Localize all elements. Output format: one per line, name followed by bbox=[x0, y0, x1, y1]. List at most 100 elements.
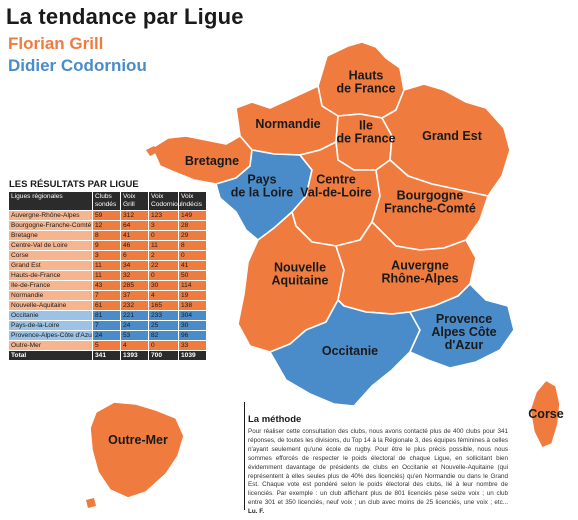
cell-codorniou: 165 bbox=[148, 300, 179, 311]
cell-ligue: Occitanie bbox=[8, 310, 93, 321]
region-label-outre-mer: Outre-Mer bbox=[108, 433, 168, 447]
cell-codorniou: 233 bbox=[148, 310, 179, 321]
cell-clubs: 12 bbox=[92, 220, 121, 231]
cell-ligue: Outre-Mer bbox=[8, 340, 93, 351]
cell-clubs: 8 bbox=[92, 230, 121, 241]
cell-clubs: 341 bbox=[92, 350, 121, 361]
table-row: Centre-Val de Loire 9 46 11 8 bbox=[8, 240, 207, 251]
cell-codorniou: 700 bbox=[148, 350, 179, 361]
cell-grill: 37 bbox=[120, 290, 149, 301]
table-row: Total 341 1393 700 1039 bbox=[8, 350, 207, 361]
table-row: Ile-de-France 43 285 30 114 bbox=[8, 280, 207, 291]
region-label-ile-de-france: Ile de France bbox=[336, 119, 395, 146]
cell-clubs: 61 bbox=[92, 300, 121, 311]
region-label-pays-de-la-loire: Pays de la Loire bbox=[231, 173, 294, 200]
region-label-hauts-de-france: Hauts de France bbox=[336, 69, 395, 96]
cell-indecis: 19 bbox=[178, 290, 207, 301]
cell-ligue: Corse bbox=[8, 250, 93, 261]
table-title: LES RÉSULTATS PAR LIGUE bbox=[9, 179, 139, 190]
col-header: Clubs sondés bbox=[92, 191, 121, 211]
cell-grill: 221 bbox=[120, 310, 149, 321]
cell-codorniou: 0 bbox=[148, 230, 179, 241]
cell-clubs: 3 bbox=[92, 250, 121, 261]
results-table: Ligues régionales Clubs sondés Voix Gril… bbox=[8, 191, 207, 361]
cell-indecis: 41 bbox=[178, 260, 207, 271]
cell-codorniou: 22 bbox=[148, 260, 179, 271]
cell-ligue: Hauts-de-France bbox=[8, 270, 93, 281]
cell-clubs: 81 bbox=[92, 310, 121, 321]
region-corse[interactable] bbox=[529, 379, 561, 449]
cell-indecis: 304 bbox=[178, 310, 207, 321]
cell-indecis: 96 bbox=[178, 330, 207, 341]
cell-clubs: 43 bbox=[92, 280, 121, 291]
cell-codorniou: 82 bbox=[148, 330, 179, 341]
cell-ligue: Bretagne bbox=[8, 230, 93, 241]
island-decoration bbox=[86, 498, 96, 508]
table-row: Occitanie 81 221 233 304 bbox=[8, 310, 207, 321]
cell-indecis: 114 bbox=[178, 280, 207, 291]
cell-grill: 1393 bbox=[120, 350, 149, 361]
cell-clubs: 11 bbox=[92, 260, 121, 271]
cell-indecis: 8 bbox=[178, 240, 207, 251]
table-row: Hauts-de-France 11 32 0 50 bbox=[8, 270, 207, 281]
region-label-occitanie: Occitanie bbox=[322, 344, 378, 358]
table-row: Normandie 7 37 4 19 bbox=[8, 290, 207, 301]
col-header: Voix Indécis bbox=[178, 191, 207, 211]
table-row: Outre-Mer 5 4 0 33 bbox=[8, 340, 207, 351]
region-label-bourgogne-franche-comte: Bourgogne Franche-Comté bbox=[384, 189, 476, 216]
cell-indecis: 50 bbox=[178, 270, 207, 281]
cell-codorniou: 4 bbox=[148, 290, 179, 301]
cell-indecis: 29 bbox=[178, 230, 207, 241]
cell-codorniou: 123 bbox=[148, 210, 179, 221]
methode-title: La méthode bbox=[248, 414, 302, 425]
region-label-normandie: Normandie bbox=[255, 117, 320, 131]
table-row: Provence-Alpes-Côte d'Azur 24 53 82 96 bbox=[8, 330, 207, 341]
cell-grill: 64 bbox=[120, 220, 149, 231]
cell-ligue: Auvergne-Rhône-Alpes bbox=[8, 210, 93, 221]
cell-indecis: 30 bbox=[178, 320, 207, 331]
cell-indecis: 28 bbox=[178, 220, 207, 231]
cell-ligue: Pays-de-la-Loire bbox=[8, 320, 93, 331]
cell-codorniou: 0 bbox=[148, 270, 179, 281]
methode-box: La méthode Pour réaliser cette consultat… bbox=[248, 406, 508, 517]
col-header: Voix Codorniou bbox=[148, 191, 181, 211]
cell-clubs: 11 bbox=[92, 270, 121, 281]
region-paca[interactable] bbox=[409, 283, 515, 369]
methode-text: Pour réaliser cette consultation des clu… bbox=[248, 428, 508, 517]
cell-clubs: 9 bbox=[92, 240, 121, 251]
island-decoration bbox=[146, 146, 158, 156]
cell-indecis: 0 bbox=[178, 250, 207, 261]
cell-grill: 312 bbox=[120, 210, 149, 221]
cell-grill: 46 bbox=[120, 240, 149, 251]
region-label-grand-est: Grand Est bbox=[422, 129, 483, 143]
table-row: Corse 3 6 2 0 bbox=[8, 250, 207, 261]
region-label-corse: Corse bbox=[528, 407, 563, 421]
cell-ligue: Bourgogne-Franche-Comté bbox=[8, 220, 93, 231]
cell-ligue: Normandie bbox=[8, 290, 93, 301]
cell-indecis: 1039 bbox=[178, 350, 207, 361]
cell-codorniou: 30 bbox=[148, 280, 179, 291]
cell-grill: 32 bbox=[120, 270, 149, 281]
col-header: Ligues régionales bbox=[8, 191, 93, 211]
table-row: Pays-de-la-Loire 7 24 25 30 bbox=[8, 320, 207, 331]
cell-clubs: 5 bbox=[92, 340, 121, 351]
table-row: Bourgogne-Franche-Comté 12 64 3 28 bbox=[8, 220, 207, 231]
cell-codorniou: 11 bbox=[148, 240, 179, 251]
cell-clubs: 59 bbox=[92, 210, 121, 221]
cell-codorniou: 3 bbox=[148, 220, 179, 231]
region-label-bretagne: Bretagne bbox=[185, 154, 239, 168]
col-header: Voix Grill bbox=[120, 191, 149, 211]
region-outre-mer[interactable] bbox=[89, 401, 185, 499]
cell-grill: 34 bbox=[120, 260, 149, 271]
region-label-paca: Provence Alpes Côte d'Azur bbox=[431, 312, 496, 352]
cell-grill: 24 bbox=[120, 320, 149, 331]
table-row: Nouvelle-Aquitaine 61 232 165 138 bbox=[8, 300, 207, 311]
cell-clubs: 7 bbox=[92, 290, 121, 301]
methode-signature: Lu. F. bbox=[248, 508, 265, 516]
cell-clubs: 7 bbox=[92, 320, 121, 331]
candidate-codorniou-label: Didier Codorniou bbox=[8, 56, 147, 75]
cell-grill: 6 bbox=[120, 250, 149, 261]
table-row: Grand Est 11 34 22 41 bbox=[8, 260, 207, 271]
cell-indecis: 149 bbox=[178, 210, 207, 221]
